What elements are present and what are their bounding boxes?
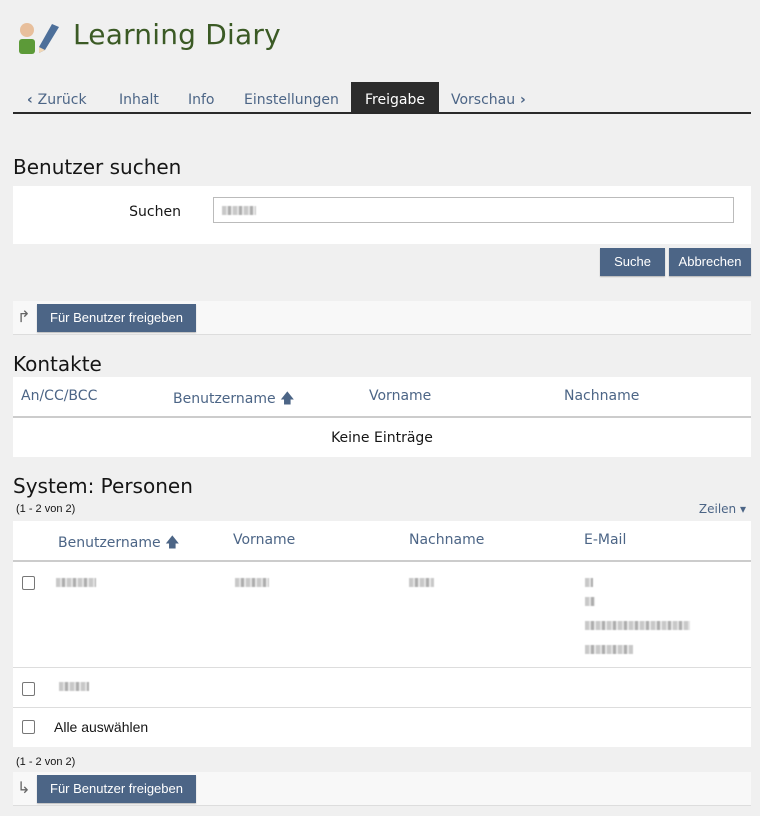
col-benutzername[interactable]: Benutzername 🡅 [173,391,295,407]
persons-count-top: (1 - 2 von 2) [16,503,76,515]
select-all-row: Alle auswählen [13,708,751,747]
select-all-label[interactable]: Alle auswählen [54,719,149,735]
row-checkbox[interactable] [22,576,35,590]
sort-up-icon: 🡅 [280,391,295,407]
col-benutzername[interactable]: Benutzername 🡅 [58,535,180,551]
tab-einstellungen[interactable]: Einstellungen [244,92,339,108]
tab-info[interactable]: Info [188,92,215,108]
row-checkbox[interactable] [22,682,35,696]
search-input[interactable] [213,197,734,223]
select-all-checkbox[interactable] [22,720,35,734]
share-button-top[interactable]: Für Benutzer freigeben [37,304,196,332]
col-nachname[interactable]: Nachname [564,388,640,404]
col-nachname[interactable]: Nachname [409,532,485,548]
arrow-turn-up-icon: ↱ [17,307,31,326]
col-vorname[interactable]: Vorname [233,532,296,548]
sort-up-icon: 🡅 [165,535,180,551]
contacts-heading: Kontakte [13,352,102,376]
persons-heading: System: Personen [13,474,193,498]
page-title: Learning Diary [73,18,281,51]
caret-down-icon: ▾ [739,502,746,516]
rows-menu[interactable]: Zeilen ▾ [698,502,746,516]
col-email[interactable]: E-Mail [584,532,627,548]
search-label: Suchen [129,204,181,220]
table-row [13,668,751,707]
col-vorname[interactable]: Vorname [369,388,432,404]
share-toolbar-bottom: ↳ Für Benutzer freigeben [13,772,751,806]
tab-bar: ‹ Zurück Inhalt Info Einstellungen Freig… [13,82,751,114]
learning-diary-icon [19,23,59,54]
table-row [13,562,751,667]
chevron-right-icon: › [515,92,526,108]
cancel-button[interactable]: Abbrechen [669,248,751,276]
search-form: Suchen [13,186,751,244]
tab-vorschau[interactable]: Vorschau › [451,92,526,108]
persons-table: Benutzername 🡅 Vorname Nachname E-Mail A… [13,521,751,747]
empty-message: Keine Einträge [331,430,433,446]
search-heading: Benutzer suchen [13,155,182,179]
contacts-table: An/CC/BCC Benutzername 🡅 Vorname Nachnam… [13,377,751,457]
tab-freigabe[interactable]: Freigabe [351,82,439,112]
tab-inhalt[interactable]: Inhalt [119,92,159,108]
share-toolbar-top: ↱ Für Benutzer freigeben [13,301,751,335]
share-button-bottom[interactable]: Für Benutzer freigeben [37,775,196,803]
chevron-left-icon: ‹ [27,92,38,108]
col-an-cc-bcc[interactable]: An/CC/BCC [21,388,98,404]
arrow-turn-down-icon: ↳ [17,778,31,797]
tab-back[interactable]: ‹ Zurück [27,92,87,108]
search-button[interactable]: Suche [600,248,665,276]
persons-count-bottom: (1 - 2 von 2) [16,756,76,768]
